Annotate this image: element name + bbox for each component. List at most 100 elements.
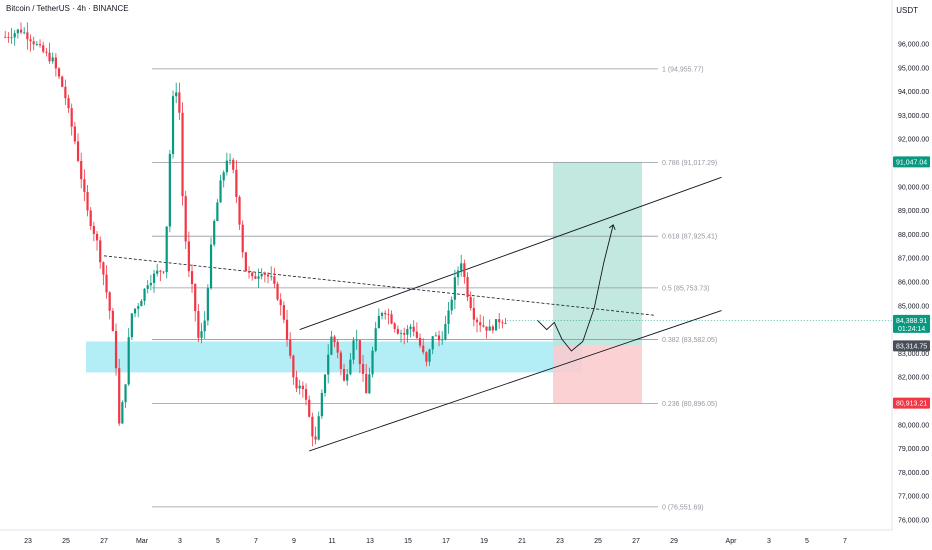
candle-body	[127, 337, 130, 385]
candle-body	[339, 352, 342, 369]
candle-body	[380, 312, 384, 316]
candle-body	[152, 273, 156, 283]
candle-body	[251, 272, 254, 277]
currency-unit: USDT	[896, 6, 918, 15]
candle-body	[130, 313, 133, 338]
candle-body	[314, 436, 317, 440]
candle-body	[228, 159, 232, 161]
target-zone	[553, 161, 642, 346]
fib-label: 0 (76,551.69)	[662, 504, 704, 511]
candle-body	[428, 349, 431, 362]
candle-body	[434, 335, 437, 337]
price-tick-label: 89,000.00	[898, 208, 929, 215]
candle-body	[80, 160, 83, 180]
candle-body	[317, 416, 320, 440]
candle-body	[393, 323, 396, 329]
candle-body	[19, 29, 23, 33]
candle-body	[105, 274, 108, 293]
candle-body	[330, 336, 333, 355]
fib-label: 1 (94,955.77)	[662, 66, 704, 73]
candle-body	[377, 315, 380, 329]
candle-body	[501, 322, 504, 324]
candle-body	[431, 336, 434, 350]
fib-label: 0.382 (83,582.05)	[662, 337, 717, 344]
candle-body	[143, 288, 146, 301]
price-tick-label: 96,000.00	[898, 42, 929, 49]
candle-body	[368, 374, 371, 394]
candle-body	[70, 108, 73, 127]
candle-body	[412, 326, 415, 332]
price-tick-label: 93,000.00	[898, 113, 929, 120]
candle-body	[396, 328, 399, 334]
candle-body	[323, 374, 327, 394]
candle-body	[190, 271, 194, 285]
candle-body	[355, 340, 358, 341]
candle-body	[175, 92, 178, 97]
candle-body	[54, 57, 57, 69]
candle-body	[219, 180, 222, 203]
candle-body	[76, 141, 80, 161]
candle-body	[422, 345, 425, 353]
candle-body	[441, 339, 444, 341]
price-badge-bg	[893, 156, 930, 168]
candle-body	[57, 68, 61, 77]
time-tick-label: 19	[480, 538, 488, 545]
candle-body	[92, 225, 95, 234]
candle-body	[124, 384, 127, 403]
candle-body	[89, 210, 92, 226]
candle-body	[200, 331, 203, 338]
candle-body	[216, 202, 219, 222]
candle-body	[178, 92, 181, 113]
candle-body	[384, 312, 387, 315]
time-tick-label: 23	[556, 538, 564, 545]
candle-body	[23, 32, 26, 34]
time-tick-label: 27	[100, 538, 108, 545]
candle-body	[7, 36, 10, 38]
price-tick-label: 83,000.00	[898, 351, 929, 358]
candle-body	[406, 328, 409, 335]
price-tick-label: 92,000.00	[898, 137, 929, 144]
candle-body	[133, 308, 137, 314]
price-tick-label: 82,000.00	[898, 375, 929, 382]
candle-body	[409, 326, 412, 329]
candle-body	[453, 277, 456, 300]
last-price-badge-value: 84,388.91	[896, 318, 927, 325]
candle-body	[266, 274, 270, 277]
price-tick-label: 76,000.00	[898, 518, 929, 525]
candle-body	[111, 310, 114, 332]
candle-body	[64, 86, 67, 99]
candle-body	[387, 314, 390, 316]
candle-body	[444, 323, 447, 340]
candle-body	[42, 45, 45, 52]
candle-body	[165, 226, 168, 272]
candle-body	[95, 233, 99, 241]
candle-body	[361, 364, 365, 374]
candle-body	[371, 350, 374, 375]
candle-body	[194, 284, 197, 312]
candle-body	[102, 262, 105, 275]
candle-body	[504, 323, 507, 325]
chart-title: Bitcoin / TetherUS · 4h · BINANCE	[6, 4, 129, 13]
candle-body	[270, 276, 273, 278]
candle-body	[206, 288, 209, 321]
candle-body	[279, 299, 282, 306]
candle-body	[498, 319, 501, 323]
candle-body	[304, 389, 308, 400]
candle-body	[29, 39, 32, 42]
last-price-badge-bg	[893, 314, 930, 333]
candle-body	[390, 314, 393, 324]
price-badge: 91,047.04	[893, 156, 930, 168]
time-tick-label: 5	[216, 538, 220, 545]
candle-body	[10, 37, 13, 39]
candle-body	[273, 276, 276, 284]
candle-body	[336, 342, 339, 353]
candle-body	[263, 274, 266, 275]
candle-body	[137, 306, 140, 309]
candle-body	[235, 169, 238, 198]
candle-body	[184, 196, 187, 242]
candle-body	[311, 416, 314, 437]
price-tick-label: 87,000.00	[898, 256, 929, 263]
candle-body	[289, 339, 292, 356]
